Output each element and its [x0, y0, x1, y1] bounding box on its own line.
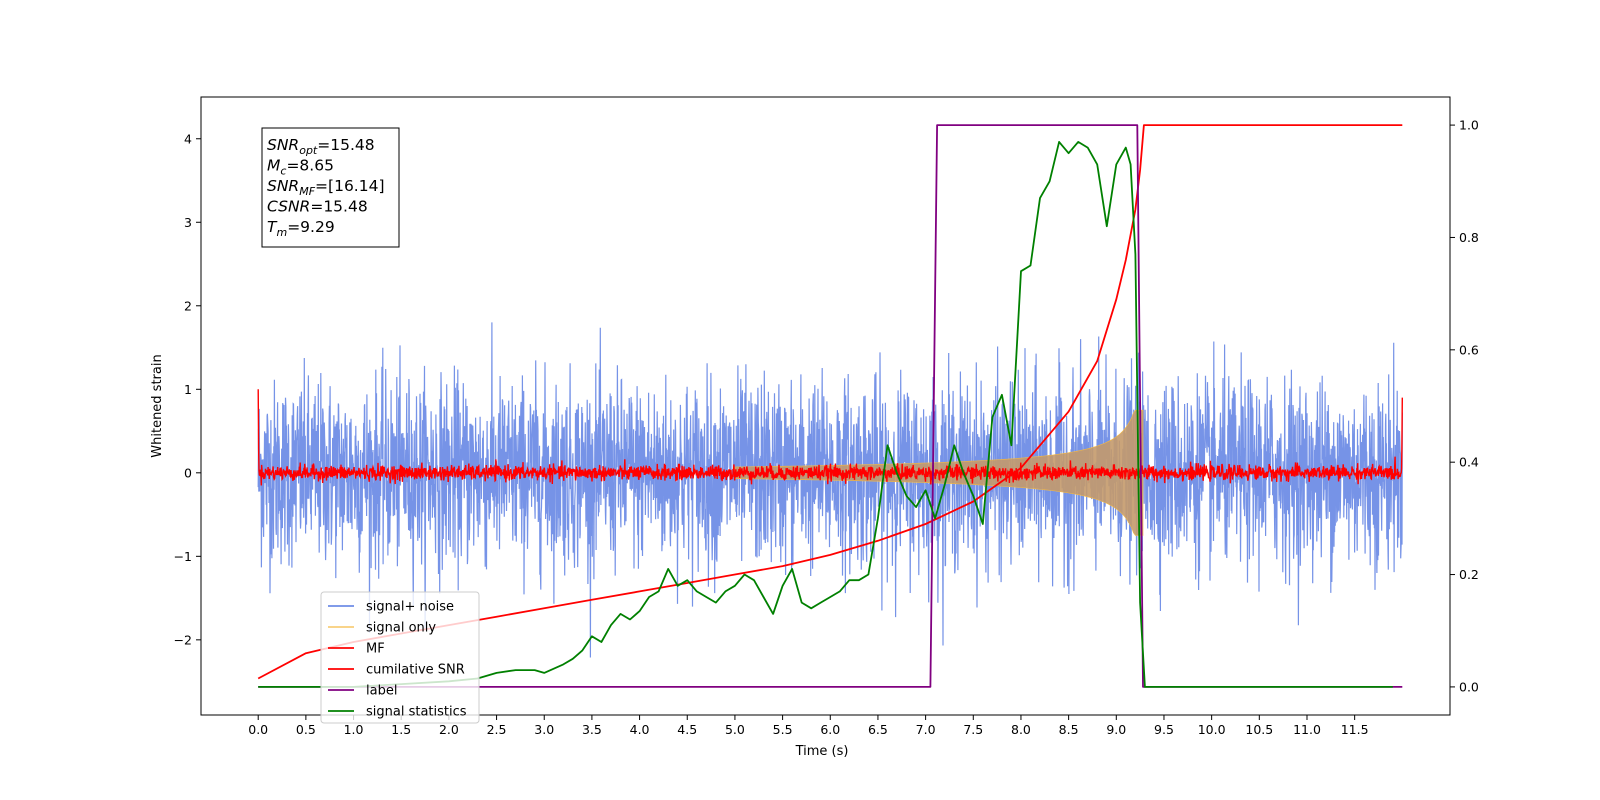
x-tick-label: 10.0 — [1198, 722, 1226, 737]
info-line-subscript: opt — [299, 144, 318, 157]
info-line: Tm=9.29 — [267, 218, 335, 239]
info-line-subscript: m — [276, 226, 287, 239]
x-tick-label: 6.5 — [868, 722, 888, 737]
x-tick-label: 4.5 — [677, 722, 697, 737]
legend-label: label — [366, 684, 397, 699]
info-line-symbol: SNR — [267, 136, 299, 154]
legend-frame — [320, 591, 480, 724]
y-right-tick-label: 0.4 — [1459, 455, 1479, 470]
legend-label: MF — [366, 642, 385, 657]
y-axis-right: 0.0 0.2 0.4 0.6 0.8 1.0 — [1450, 118, 1479, 694]
info-line: SNRopt=15.48 — [267, 136, 375, 157]
x-tick-label: 1.0 — [344, 722, 364, 737]
y-axis-left: −2 −1 0 1 2 3 4 — [174, 131, 201, 647]
axes-frame — [200, 96, 1451, 716]
x-tick-label: 11.0 — [1293, 722, 1321, 737]
y-left-tick-label: 2 — [184, 298, 192, 313]
y-left-tick-label: 4 — [184, 131, 192, 146]
legend-label: cumilative SNR — [366, 663, 465, 678]
y-right-tick-label: 0.0 — [1459, 679, 1479, 694]
info-line-subscript: MF — [299, 185, 315, 198]
x-tick-label: 5.5 — [773, 722, 793, 737]
x-tick-label: 2.5 — [487, 722, 507, 737]
x-axis-label: Time (s) — [795, 744, 849, 759]
plot-area — [257, 124, 1403, 688]
y-left-tick-label: 1 — [184, 382, 192, 397]
legend: signal+ noise signal only MF cumilative SNR… — [320, 591, 480, 724]
y-left-tick-label: 3 — [184, 215, 192, 230]
x-tick-label: 9.0 — [1106, 722, 1126, 737]
x-tick-label: 8.0 — [1011, 722, 1031, 737]
x-tick-label: 8.5 — [1059, 722, 1079, 737]
info-line-symbol: CSNR — [267, 198, 310, 216]
info-line-symbol: M — [267, 157, 280, 175]
info-line-subscript: c — [280, 165, 286, 178]
y-right-tick-label: 0.8 — [1459, 230, 1479, 245]
info-line-value: =9.29 — [287, 218, 335, 236]
info-line-value: =15.48 — [310, 198, 367, 216]
x-axis: 0.0 0.5 1.0 1.5 2.0 2.5 3.0 3.5 4.0 4.5 5.0 5.5 6.0 6… — [248, 715, 1369, 737]
x-tick-label: 5.0 — [725, 722, 745, 737]
x-tick-label: 10.5 — [1245, 722, 1273, 737]
series-mf-line — [257, 389, 1403, 486]
y-right-tick-label: 1.0 — [1459, 118, 1479, 133]
legend-label: signal+ noise — [366, 600, 454, 615]
info-line-symbol: SNR — [267, 177, 299, 195]
legend-label: signal only — [366, 621, 436, 636]
info-line: CSNR=15.48 — [267, 198, 368, 216]
x-tick-label: 6.0 — [820, 722, 840, 737]
x-tick-label: 0.5 — [296, 722, 316, 737]
series-signal-statistics-line — [258, 141, 1393, 688]
info-line-value: =[16.14] — [315, 177, 384, 195]
x-tick-label: 4.0 — [630, 722, 650, 737]
y-right-tick-label: 0.6 — [1459, 342, 1479, 357]
y-left-tick-label: −1 — [174, 549, 192, 564]
x-tick-label: 3.5 — [582, 722, 602, 737]
x-tick-label: 3.0 — [534, 722, 554, 737]
info-line-value: =15.48 — [317, 136, 374, 154]
info-box: SNRopt=15.48Mc=8.65SNRMF=[16.14]CSNR=15.… — [261, 127, 400, 248]
series-signal-noise-line — [257, 322, 1403, 658]
y-right-tick-label: 0.2 — [1459, 567, 1479, 582]
info-line: Mc=8.65 — [267, 157, 334, 178]
x-tick-label: 2.0 — [439, 722, 459, 737]
x-tick-label: 7.0 — [916, 722, 936, 737]
y-left-tick-label: −2 — [174, 632, 192, 647]
x-tick-label: 1.5 — [391, 722, 411, 737]
x-tick-label: 9.5 — [1154, 722, 1174, 737]
x-tick-label: 0.0 — [248, 722, 268, 737]
legend-label: signal statistics — [366, 705, 467, 720]
info-line-symbol: T — [267, 218, 278, 236]
x-tick-label: 7.5 — [963, 722, 983, 737]
x-tick-label: 11.5 — [1341, 722, 1369, 737]
y-axis-label: Whitened strain — [150, 354, 165, 457]
info-line: SNRMF=[16.14] — [267, 177, 385, 198]
info-line-value: =8.65 — [286, 157, 334, 175]
y-left-tick-label: 0 — [184, 465, 192, 480]
info-box-frame — [261, 127, 400, 248]
